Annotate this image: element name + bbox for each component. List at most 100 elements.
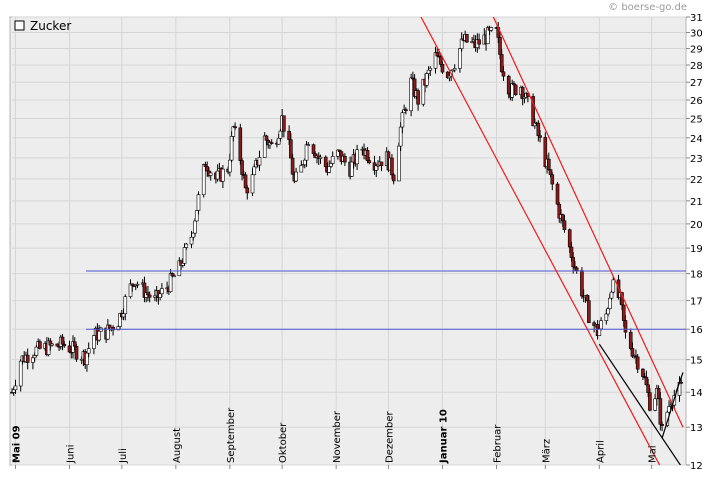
y-tick-label: 19: [690, 244, 703, 255]
candle-body: [11, 389, 16, 393]
candle-body: [416, 90, 420, 105]
candle-body: [289, 139, 293, 159]
candle-body: [607, 297, 612, 310]
candle-body: [621, 304, 626, 321]
candle-body: [233, 126, 237, 129]
line-layer: [86, 17, 686, 465]
candle-body: [424, 73, 429, 86]
candle-body: [302, 159, 307, 165]
candle-body: [299, 164, 304, 173]
y-tick-label: 14: [690, 388, 703, 399]
candle-body: [215, 170, 220, 180]
candle-body: [250, 174, 255, 194]
candle-body: [587, 300, 591, 324]
legend-swatch[interactable]: [14, 20, 25, 31]
candle-body: [498, 37, 502, 55]
candle-body: [400, 112, 405, 128]
y-tick-label: 30: [690, 28, 703, 39]
x-tick-label: März: [541, 439, 552, 463]
candle-body: [630, 348, 635, 357]
candle-body: [606, 308, 610, 315]
candle-body: [67, 345, 72, 353]
candle-body: [287, 130, 291, 140]
y-tick-label: 24: [690, 134, 703, 145]
candle-body: [628, 331, 633, 349]
candle-body: [635, 356, 640, 370]
candle-body: [489, 27, 494, 31]
y-tick-label: 18: [690, 270, 703, 281]
x-tick-label: November: [332, 410, 343, 463]
x-axis: Mai 09 Juni Juli August September Oktober Nove…: [11, 407, 659, 469]
candle-body: [641, 368, 645, 377]
y-tick-label: 17: [690, 297, 703, 308]
candle-body: [365, 149, 370, 161]
candle-body: [264, 135, 269, 141]
candle-body: [92, 335, 96, 349]
candle-body: [562, 220, 567, 231]
candle-body: [391, 174, 396, 182]
candle-body: [257, 157, 262, 166]
candle-body: [538, 135, 542, 138]
candle-body: [390, 157, 394, 176]
candle-body: [158, 293, 162, 298]
candle-body: [208, 172, 213, 176]
candle-body: [193, 220, 197, 234]
y-tick-label: 26: [690, 96, 703, 107]
candle-body: [501, 71, 506, 77]
candle-body: [477, 39, 481, 45]
legend-label: Zucker: [30, 19, 71, 33]
candle-body: [25, 354, 30, 363]
y-tick-label: 27: [690, 78, 703, 89]
wedge-line: [598, 343, 682, 465]
candle-body: [229, 136, 234, 161]
candle-body: [306, 144, 311, 146]
candle-body: [397, 145, 401, 182]
candle-body: [182, 247, 187, 264]
x-tick-label: Juni: [66, 445, 77, 464]
candle-body: [398, 126, 403, 147]
candle-body: [426, 69, 431, 74]
candle-body: [172, 275, 176, 278]
candle-body: [184, 243, 189, 248]
x-tick-label: Februar: [493, 424, 504, 463]
y-tick-label: 16: [690, 325, 703, 336]
candle-body: [350, 161, 354, 177]
candle-body: [660, 423, 664, 426]
y-tick-label: 23: [690, 154, 703, 165]
candle-body: [121, 313, 126, 318]
x-tick-label: April: [595, 440, 606, 463]
candle-body: [294, 171, 298, 182]
candle-body: [72, 341, 77, 347]
y-tick-label: 22: [690, 175, 703, 186]
candle-body: [201, 164, 206, 195]
candle-body: [34, 346, 39, 356]
candle-body: [269, 142, 274, 144]
candle-body: [343, 155, 347, 163]
candle-body: [648, 392, 652, 411]
candle-body: [194, 210, 199, 222]
candle-body: [318, 156, 323, 159]
candle-body: [221, 168, 225, 182]
y-tick-label: 12: [690, 461, 703, 472]
candle-body: [438, 56, 443, 65]
candle-body: [147, 294, 152, 298]
y-tick-label: 15: [690, 356, 703, 367]
candle-body: [74, 345, 79, 360]
candle-body: [160, 288, 164, 295]
x-tick-label: September: [226, 407, 237, 463]
y-tick-label: 20: [690, 220, 703, 231]
candle-body: [440, 64, 445, 73]
candle-body: [609, 291, 614, 299]
candle-body: [123, 296, 128, 314]
candle-body: [555, 183, 560, 205]
candle-body: [330, 156, 335, 164]
watermark: © boerse-go.de: [608, 2, 687, 13]
candle-body: [181, 262, 185, 266]
candle-body: [567, 229, 572, 248]
candle-body: [231, 126, 236, 137]
y-tick-label: 21: [690, 197, 703, 208]
candle-body: [189, 236, 194, 245]
candle-body: [13, 385, 18, 391]
candle-body: [191, 232, 196, 238]
